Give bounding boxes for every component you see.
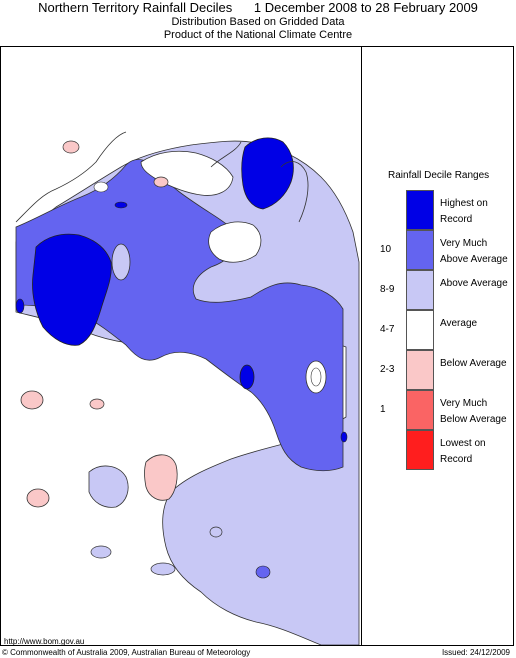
region-highest-record-west — [32, 233, 112, 346]
legend-label: Highest on Record — [440, 198, 488, 225]
rainfall-decile-map — [1, 47, 361, 645]
region-highest-record-small-1 — [239, 364, 255, 390]
region-above-average-inset-2 — [310, 367, 322, 387]
legend-range: 2-3 — [380, 364, 395, 375]
legend-label: Average — [440, 318, 478, 329]
region-below-average-west — [20, 390, 44, 410]
region-highest-record-small-5 — [340, 431, 348, 443]
region-highest-record-northeast — [241, 137, 294, 210]
legend-swatch — [406, 270, 434, 310]
map-subtitle-distribution: Distribution Based on Gridded Data — [171, 16, 345, 28]
legend-range: 10 — [380, 244, 392, 255]
legend-label: Above Average — [440, 278, 508, 289]
region-highest-record-small-3 — [114, 201, 128, 209]
region-below-average-small-4 — [62, 140, 80, 154]
region-above-average-inset-1 — [111, 243, 131, 281]
region-below-average-small-3 — [153, 176, 169, 188]
coastline — [15, 131, 309, 223]
region-highest-record-small-2 — [15, 298, 25, 314]
map-title: Northern Territory Rainfall Deciles 1 De… — [38, 0, 478, 15]
legend-label: Below Average — [440, 358, 507, 369]
region-above-average-south-2 — [209, 526, 223, 538]
legend-item-lowest-record: Lowest on Record — [370, 430, 510, 470]
region-average-north — [140, 150, 234, 196]
legend-range: 8-9 — [380, 284, 395, 295]
region-below-average-small-2 — [89, 398, 105, 410]
region-below-average-small-1 — [26, 488, 50, 508]
legend-label: Very Much Above Average — [440, 238, 508, 265]
legend-item-average: 4-7 Average — [370, 310, 510, 350]
legend-item-highest-record: Highest on Record — [370, 190, 510, 230]
region-average-small-2 — [93, 181, 109, 193]
map-subtitle-product: Product of the National Climate Centre — [163, 29, 353, 41]
legend-label: Very Much Below Average — [440, 398, 507, 425]
legend-item-below-average: 2-3 Below Average — [370, 350, 510, 390]
region-below-average-central — [144, 454, 178, 501]
legend-title: Rainfall Decile Ranges — [388, 170, 490, 181]
footer-url[interactable]: http://www.bom.gov.au — [4, 637, 85, 646]
region-above-average-south-1 — [90, 545, 112, 559]
legend-swatch — [406, 190, 434, 230]
map-frame — [0, 46, 514, 646]
region-average-east — [208, 221, 262, 263]
region-above-average-south-west — [88, 465, 129, 508]
legend-range: 4-7 — [380, 324, 395, 335]
legend-range: 1 — [380, 404, 386, 415]
legend-swatch — [406, 230, 434, 270]
footer-issued-date: Issued: 24/12/2009 — [441, 648, 510, 657]
legend-item-very-much-below: 1 Very Much Below Average — [370, 390, 510, 430]
legend-item-very-much-above: 10 Very Much Above Average — [370, 230, 510, 270]
panel-divider — [361, 46, 362, 646]
legend-swatch — [406, 390, 434, 430]
legend-label: Lowest on Record — [440, 438, 486, 465]
legend-swatch — [406, 350, 434, 390]
region-above-average-south-3 — [150, 562, 176, 576]
legend-item-above-average: 8-9 Above Average — [370, 270, 510, 310]
legend-swatch — [406, 430, 434, 470]
region-highest-record-small-4 — [255, 565, 271, 579]
footer-copyright: © Commonwealth of Australia 2009, Austra… — [2, 648, 251, 657]
legend-swatch — [406, 310, 434, 350]
